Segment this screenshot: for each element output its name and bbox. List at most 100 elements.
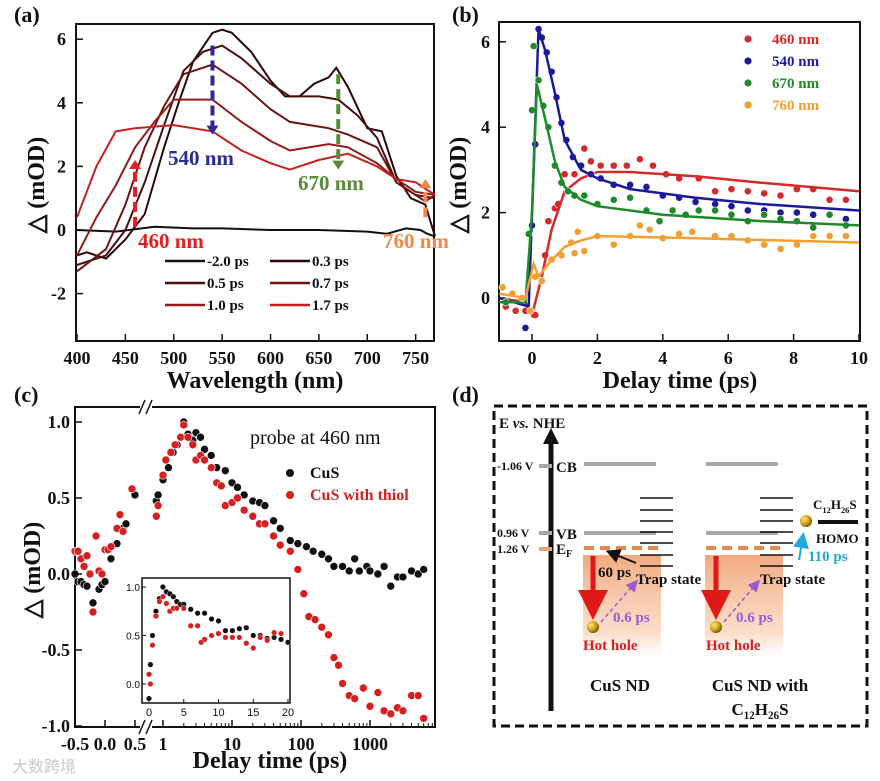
data-point bbox=[792, 208, 801, 217]
data-point bbox=[649, 161, 657, 170]
y-axis-label: △ (mOD) bbox=[24, 137, 50, 234]
x-axis-label: Delay time (ps) bbox=[603, 368, 758, 394]
hot-hole-particle bbox=[710, 621, 722, 633]
data-point bbox=[498, 283, 507, 292]
data-point bbox=[106, 542, 116, 551]
inset-data-point bbox=[250, 632, 257, 639]
data-point bbox=[170, 440, 180, 450]
trapping-arrow bbox=[600, 579, 638, 623]
legend-label: 0.3 ps bbox=[312, 254, 349, 270]
data-point bbox=[310, 615, 320, 624]
y-tick-label: 6 bbox=[57, 29, 66, 49]
legend-label: 0.5 ps bbox=[207, 276, 244, 292]
panel-label-d: (d) bbox=[452, 382, 479, 407]
data-point bbox=[668, 206, 677, 215]
inset-data-point bbox=[285, 639, 292, 646]
data-point bbox=[121, 519, 131, 529]
inset-data-point bbox=[159, 584, 166, 591]
data-point bbox=[206, 451, 216, 460]
data-point bbox=[329, 653, 339, 662]
data-point bbox=[324, 554, 333, 564]
panel-a-chart: Wavelength (nm) △ (mOD) 400 450 500 550 600 6… bbox=[24, 23, 449, 394]
data-point bbox=[596, 161, 605, 170]
legend-label: 760 nm bbox=[772, 98, 820, 114]
data-point bbox=[260, 501, 270, 510]
data-point bbox=[419, 714, 428, 723]
data-point bbox=[365, 566, 375, 576]
annotation-arrowhead bbox=[206, 125, 219, 135]
data-point bbox=[609, 161, 618, 170]
chart-title: probe at 460 nm bbox=[250, 427, 381, 449]
data-point bbox=[344, 566, 354, 576]
data-point bbox=[334, 660, 343, 670]
data-point bbox=[825, 210, 834, 219]
data-point bbox=[645, 225, 654, 234]
inset-data-point bbox=[278, 630, 285, 637]
inset-data-point bbox=[208, 616, 215, 623]
legend-label: CuS with thiol bbox=[310, 487, 409, 504]
inset-x-tick-label: 5 bbox=[181, 707, 187, 719]
data-point bbox=[622, 161, 631, 170]
x-tick-label: 600 bbox=[257, 348, 284, 368]
annotation-label: 540 nm bbox=[168, 146, 234, 170]
legend-marker bbox=[286, 491, 294, 499]
data-point bbox=[269, 516, 278, 526]
inset-x-tick-label: 0 bbox=[146, 707, 152, 719]
data-point bbox=[776, 244, 785, 253]
y-tick-label: 1.0 bbox=[48, 412, 71, 432]
annotation-label: 670 nm bbox=[298, 171, 364, 195]
inset-data-point bbox=[243, 624, 250, 631]
inset-data-point bbox=[194, 610, 201, 617]
data-point bbox=[275, 524, 285, 533]
panel-label-b: (b) bbox=[452, 2, 479, 27]
inset-data-point bbox=[194, 622, 201, 629]
time-60ps: 60 ps bbox=[598, 565, 631, 581]
inset-data-point bbox=[222, 627, 229, 634]
data-point bbox=[825, 232, 834, 240]
inset-data-point bbox=[215, 630, 222, 637]
plot-frame bbox=[74, 406, 436, 728]
data-point bbox=[158, 470, 168, 480]
x-tick-label: 1 bbox=[159, 734, 168, 754]
data-point bbox=[379, 562, 389, 571]
data-point bbox=[386, 709, 396, 719]
ef-label: EF bbox=[556, 542, 572, 560]
data-point bbox=[688, 227, 697, 236]
y-tick-label: 0.0 bbox=[48, 564, 71, 584]
inset-data-point bbox=[152, 613, 159, 620]
cb-label: CB bbox=[556, 460, 577, 476]
data-point bbox=[118, 527, 128, 536]
panel-label-a: (a) bbox=[14, 2, 40, 27]
x-tick-label: 450 bbox=[112, 348, 139, 368]
data-point bbox=[293, 565, 303, 574]
x-tick-label: 0 bbox=[528, 348, 537, 368]
data-point bbox=[526, 306, 535, 315]
x-tick-label: 10 bbox=[850, 348, 868, 368]
data-point bbox=[694, 206, 703, 215]
legend-label: 460 nm bbox=[772, 32, 820, 48]
x-axis-label: Delay time (ps) bbox=[193, 748, 348, 774]
series-line-03ps bbox=[76, 28, 436, 260]
inset-data-point bbox=[147, 661, 154, 668]
time-0-6ps: 0.6 ps bbox=[613, 610, 650, 626]
data-point bbox=[743, 206, 752, 215]
fit-line bbox=[499, 234, 860, 300]
data-point bbox=[413, 569, 423, 579]
data-point bbox=[88, 598, 98, 608]
ef-value: 1.26 V bbox=[497, 542, 530, 556]
time-0-6ps: 0.6 ps bbox=[736, 610, 773, 626]
legend-marker bbox=[744, 35, 752, 43]
data-point bbox=[760, 240, 769, 249]
data-point bbox=[166, 448, 176, 457]
panel-label-c: (c) bbox=[14, 382, 38, 407]
inset-data-point bbox=[187, 622, 194, 629]
data-point bbox=[580, 144, 589, 153]
data-point bbox=[580, 191, 589, 200]
legend-label: 0.7 ps bbox=[312, 276, 349, 292]
data-point bbox=[809, 223, 818, 232]
data-point bbox=[521, 323, 530, 332]
inset-data-point bbox=[250, 645, 257, 652]
data-point bbox=[97, 569, 107, 579]
data-point bbox=[329, 562, 339, 571]
x-tick-label: 750 bbox=[402, 348, 429, 368]
